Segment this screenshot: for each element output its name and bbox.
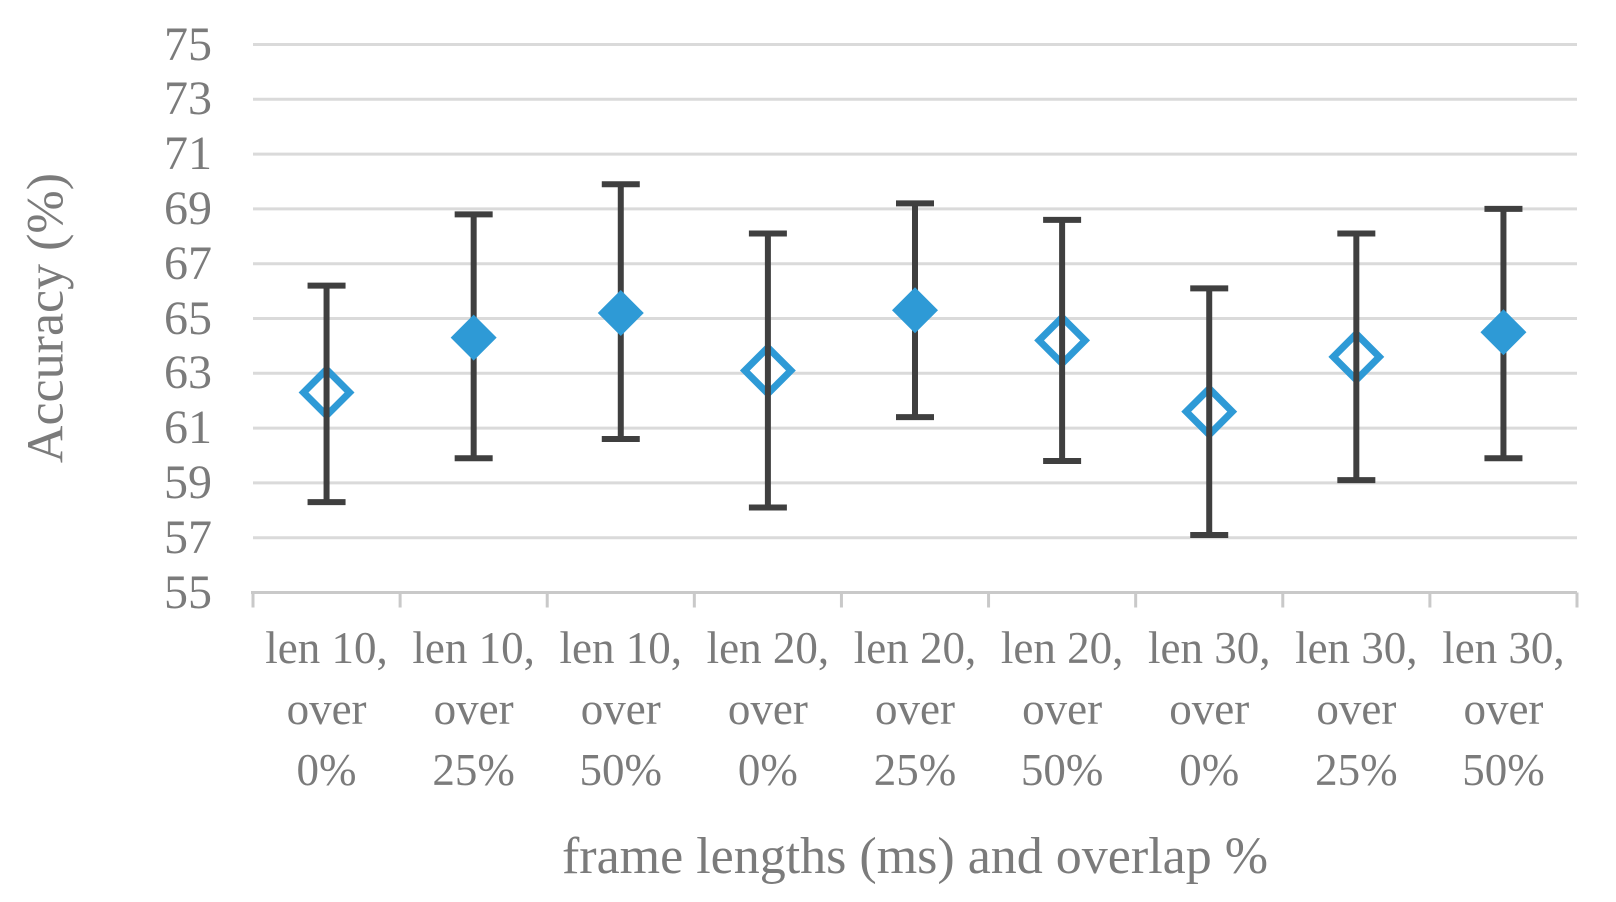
x-category-label-line: over: [580, 684, 661, 734]
x-category-label-line: 50%: [579, 745, 663, 795]
y-tick-label: 61: [164, 401, 212, 455]
data-point-marker-filled: [450, 314, 497, 361]
x-category-label-line: len 30,: [1295, 623, 1418, 673]
x-category-label-line: 25%: [432, 745, 515, 795]
x-category-label-line: over: [433, 684, 514, 734]
y-tick-label: 65: [164, 291, 212, 345]
x-category-label-line: over: [875, 684, 955, 734]
data-point-marker-filled: [892, 287, 938, 334]
x-category-label-line: over: [727, 684, 808, 734]
y-tick-label: 55: [164, 565, 212, 619]
x-category-label: len 30, over 50%: [1429, 618, 1577, 801]
x-category-label-line: 0%: [737, 745, 798, 795]
x-category-label: len 20, over 50%: [988, 618, 1136, 801]
x-category-label: len 10, over 25%: [400, 618, 548, 801]
x-category-label-line: len 10,: [559, 623, 682, 673]
y-tick-label: 67: [164, 236, 212, 290]
y-tick-label: 63: [164, 346, 212, 400]
x-category-label-line: 25%: [873, 745, 957, 795]
x-category-label: len 30, over 0%: [1135, 618, 1283, 801]
x-category-label-line: len 30,: [1442, 623, 1565, 673]
x-category-label-line: len 10,: [412, 623, 535, 673]
data-point-marker-filled: [1480, 309, 1527, 356]
x-category-label: len 30, over 25%: [1282, 618, 1430, 801]
x-category-label-line: 50%: [1020, 745, 1104, 795]
x-category-label-line: 25%: [1315, 745, 1398, 795]
x-category-label: len 20, over 0%: [694, 618, 842, 801]
x-category-label-line: 0%: [1179, 745, 1240, 795]
x-category-label-line: len 10,: [265, 623, 388, 673]
x-category-label-line: over: [286, 684, 367, 734]
x-category-label-line: over: [1169, 684, 1250, 734]
y-tick-label: 59: [164, 455, 212, 509]
x-category-label-line: over: [1316, 684, 1397, 734]
x-category-label-line: 50%: [1462, 745, 1545, 795]
x-category-label-line: len 20,: [706, 623, 830, 673]
y-tick-label: 73: [164, 72, 212, 126]
x-category-label-line: len 20,: [1000, 623, 1124, 673]
x-category-label-line: over: [1463, 684, 1544, 734]
y-tick-label: 71: [164, 127, 212, 181]
x-axis-title: frame lengths (ms) and overlap %: [561, 828, 1269, 885]
x-category-label-line: over: [1022, 684, 1103, 734]
y-tick-label: 75: [164, 17, 212, 71]
y-tick-label: 69: [164, 181, 212, 235]
data-point-marker-filled: [597, 290, 644, 337]
y-axis-title: Accuracy (%): [17, 172, 75, 464]
x-category-label-line: len 30,: [1147, 623, 1271, 673]
x-category-label-line: 0%: [296, 745, 357, 795]
x-category-label-line: len 20,: [853, 623, 977, 673]
x-category-label: len 20, over 25%: [841, 618, 989, 801]
x-category-label: len 10, over 50%: [547, 618, 695, 801]
y-tick-label: 57: [164, 510, 212, 564]
x-category-label: len 10, over 0%: [253, 618, 401, 801]
